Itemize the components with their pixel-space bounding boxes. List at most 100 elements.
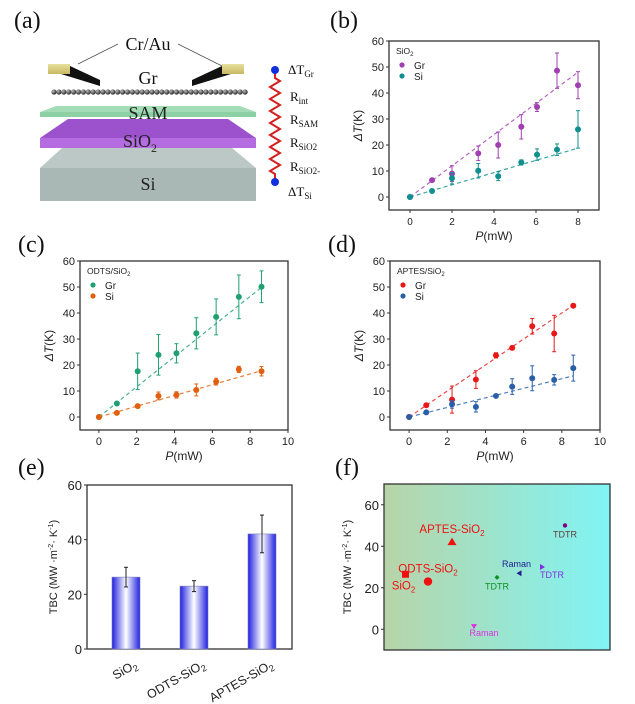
- y-tick-label: 20: [63, 360, 75, 372]
- data-point-gr: [235, 293, 242, 300]
- electrode-right: [192, 64, 244, 86]
- data-point-gr: [534, 104, 541, 111]
- device-schematic: Cr/Au Gr SAM SiO2 Si ΔTGr Rint RSAM RSiO…: [40, 34, 320, 201]
- y-tick-label: 50: [372, 62, 384, 74]
- data-point-si: [475, 167, 482, 174]
- carbon-atom: [115, 89, 121, 95]
- x-tick-label: 6: [521, 436, 527, 448]
- layer-label-sio2: SiO2: [123, 131, 157, 155]
- carbon-atom: [120, 89, 126, 95]
- layer-label-gr: Gr: [139, 68, 158, 88]
- carbon-atom: [218, 89, 224, 95]
- data-point-si: [173, 391, 180, 398]
- layer-label-si: Si: [140, 174, 155, 194]
- carbon-atom: [51, 89, 57, 95]
- data-point-si: [213, 378, 220, 385]
- data-point-si: [534, 151, 541, 158]
- carbon-atom: [90, 89, 96, 95]
- legend-title: ODTS/SiO2: [87, 266, 131, 278]
- thermal-resistor-network: ΔTGr Rint RSAM RSiO2 RSiO2-Si ΔTSi: [268, 62, 320, 201]
- point-label: Raman: [502, 559, 531, 569]
- y-tick-label: 50: [63, 282, 75, 294]
- carbon-atom: [71, 89, 77, 95]
- x-tick-label: 2: [444, 436, 450, 448]
- carbon-atom: [149, 89, 155, 95]
- y-tick-label: 10: [373, 386, 385, 398]
- x-axis-label: P(mW): [165, 449, 202, 463]
- marker-triangle-right-icon: [540, 564, 545, 570]
- carbon-atom: [105, 89, 111, 95]
- plot-frame: [388, 40, 600, 211]
- y-tick-label: 30: [372, 114, 384, 126]
- data-point-si: [449, 401, 456, 408]
- carbon-atom: [222, 89, 229, 95]
- carbon-atom: [85, 89, 91, 95]
- carbon-atom: [100, 89, 106, 95]
- data-point-si: [575, 126, 581, 133]
- y-tick-label: 0: [379, 412, 385, 424]
- x-tick-label: 0: [407, 217, 413, 228]
- legend-marker-si: [399, 73, 405, 79]
- data-point-si: [407, 194, 413, 200]
- x-tick-label: 2: [134, 436, 140, 448]
- data-point-si: [570, 365, 577, 372]
- carbon-atom: [66, 89, 72, 95]
- carbon-atom: [75, 89, 82, 95]
- x-tick-label: 0: [96, 436, 102, 448]
- marker-circle-icon: [423, 577, 433, 586]
- x-tick-label: 10: [282, 436, 294, 448]
- data-point-gr: [258, 283, 265, 290]
- data-point-gr: [551, 330, 558, 337]
- x-tick-label: ODTS-SiO2: [144, 657, 208, 703]
- x-tick-label: APTES-SiO2: [207, 657, 277, 704]
- y-tick-label: 40: [365, 539, 379, 554]
- carbon-atom: [188, 89, 194, 95]
- carbon-atom: [237, 89, 243, 95]
- carbon-atom: [139, 89, 145, 95]
- x-tick-label: SiO2: [110, 657, 140, 684]
- node-label-si: ΔTSi: [288, 184, 312, 201]
- data-point-gr: [406, 414, 413, 420]
- legend-label-si: Si: [105, 292, 114, 303]
- fit-line-si: [409, 147, 579, 198]
- x-tick-label: 0: [406, 436, 412, 448]
- carbon-atom: [61, 89, 67, 95]
- bar-aptes-sio2: [247, 533, 277, 650]
- plot-frame: [383, 483, 611, 651]
- y-axis-label: ΔT(K): [351, 110, 365, 142]
- data-point-gr: [495, 142, 502, 148]
- x-tick-label: 4: [491, 217, 497, 228]
- x-axis-label: P(mW): [475, 229, 512, 243]
- x-tick-label: 4: [482, 436, 488, 448]
- carbon-atom: [193, 89, 199, 95]
- y-tick-label: 60: [365, 498, 379, 513]
- point-label: SiO2: [392, 580, 416, 594]
- panel-label-f: (f): [335, 455, 359, 481]
- data-point-gr: [509, 344, 516, 351]
- data-point-si: [495, 173, 502, 180]
- y-tick-label: 30: [63, 334, 75, 346]
- legend-title: APTES/SiO2: [397, 266, 445, 278]
- y-axis-label: TBC (MW ·m-2· K-1): [48, 520, 60, 614]
- carbon-atom: [203, 89, 209, 95]
- data-point-si: [113, 409, 120, 416]
- data-point-gr: [529, 323, 536, 330]
- plot-frame: [79, 260, 289, 431]
- point-label: ODTS-SiO2: [398, 564, 458, 578]
- carbon-atom: [178, 89, 184, 95]
- x-tick-label: 10: [594, 436, 606, 448]
- y-tick-label: 10: [63, 386, 75, 398]
- data-point-si: [423, 409, 430, 416]
- data-point-si: [554, 146, 560, 153]
- fit-line-gr: [409, 71, 579, 198]
- data-point-gr: [173, 350, 180, 357]
- x-tick-label: 8: [575, 217, 581, 228]
- electrode-left: [48, 64, 100, 86]
- carbon-atom: [80, 89, 86, 95]
- marker-square-icon: [402, 570, 409, 578]
- fit-line-si: [408, 375, 574, 418]
- plot-frame: [389, 260, 601, 431]
- x-tick-label: 2: [449, 217, 455, 228]
- layer-sam: [40, 106, 256, 117]
- data-point-si: [155, 392, 162, 399]
